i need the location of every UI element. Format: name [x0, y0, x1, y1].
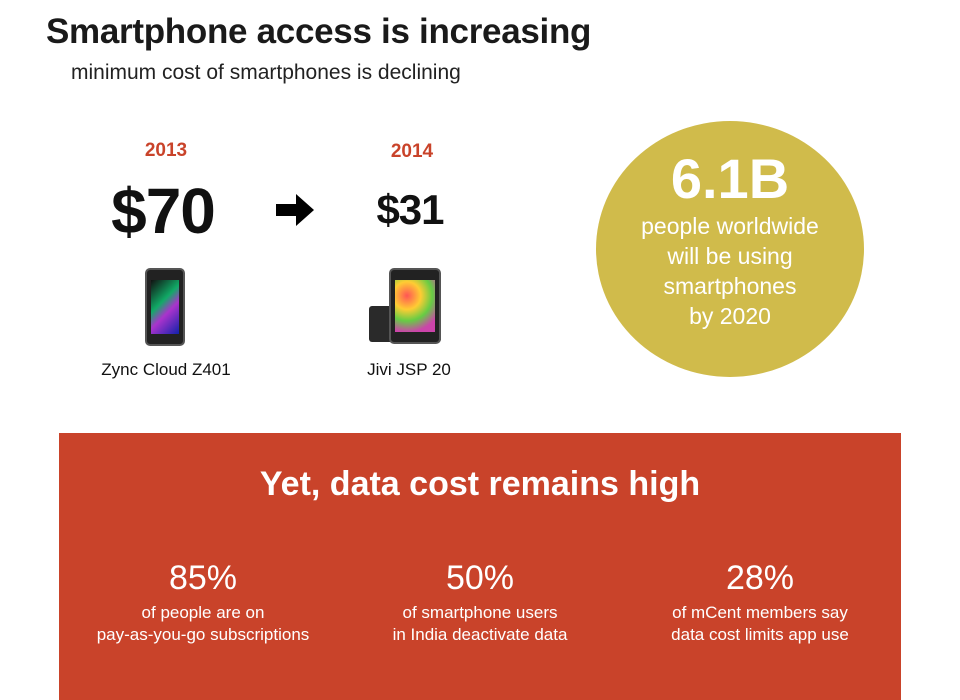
circle-text: by 2020	[689, 303, 771, 329]
stat-desc: data cost limits app use	[671, 625, 849, 644]
circle-value: 6.1B	[670, 147, 790, 210]
stat-50: 50% of smartphone users in India deactiv…	[340, 558, 620, 646]
model-zync: Zync Cloud Z401	[101, 360, 231, 379]
circle-text: people worldwide	[641, 213, 819, 239]
year-2014: 2014	[390, 141, 434, 162]
year-2013: 2013	[144, 140, 188, 161]
arrow-right-icon	[274, 190, 318, 230]
circle-text: smartphones	[663, 273, 797, 299]
price-2013: $70	[111, 175, 216, 247]
data-cost-band: Yet, data cost remains high 85% of peopl…	[59, 433, 901, 700]
phone-image-jivi	[369, 268, 441, 344]
stat-desc: of people are on	[141, 603, 265, 622]
phone-image-zync	[145, 268, 185, 346]
page-title: Smartphone access is increasing	[46, 12, 592, 51]
stat-85: 85% of people are on pay-as-you-go subsc…	[63, 558, 343, 646]
stat-28: 28% of mCent members say data cost limit…	[620, 558, 900, 646]
price-2014: $31	[376, 186, 444, 233]
smartphone-users-circle: 6.1B people worldwide will be using smar…	[596, 121, 864, 377]
stat-value: 50%	[445, 559, 515, 597]
stat-desc: of mCent members say	[672, 603, 848, 622]
band-title: Yet, data cost remains high	[259, 465, 701, 503]
stat-value: 28%	[725, 559, 795, 597]
stat-desc: of smartphone users	[402, 603, 558, 622]
page-subtitle: minimum cost of smartphones is declining	[71, 61, 461, 84]
model-jivi: Jivi JSP 20	[367, 360, 451, 379]
stat-value: 85%	[168, 559, 238, 597]
stat-desc: in India deactivate data	[392, 625, 568, 644]
stat-desc: pay-as-you-go subscriptions	[96, 625, 310, 644]
circle-text: will be using	[667, 243, 793, 269]
